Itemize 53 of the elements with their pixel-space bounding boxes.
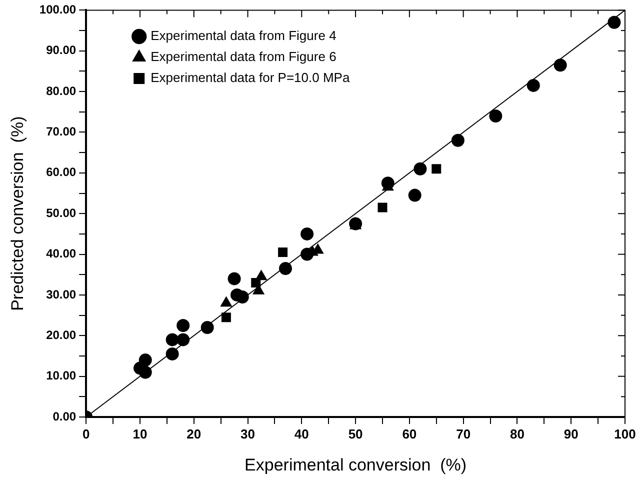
y-tick-label: 60.00 [46, 165, 76, 180]
point [256, 270, 267, 280]
point [608, 16, 621, 29]
point [300, 248, 314, 261]
y-tick-label: 70.00 [46, 124, 76, 139]
y-tick-label: 20.00 [46, 328, 76, 342]
y-tick-label: 80.00 [46, 84, 76, 98]
point [378, 202, 388, 212]
legend-label: Experimental data from Figure 6 [150, 49, 336, 64]
point [138, 366, 152, 379]
point [236, 290, 249, 304]
point [278, 248, 288, 257]
x-tick-label: 20 [186, 426, 202, 442]
point [414, 162, 427, 176]
point [489, 109, 502, 122]
x-tick-label: 60 [402, 426, 417, 442]
y-tick-label: 30.00 [46, 287, 76, 302]
y-tick-label: 50.00 [46, 206, 76, 220]
y-tick-label: 40.00 [46, 246, 76, 261]
x-tick-label: 10 [132, 426, 148, 442]
x-tick-label: 70 [456, 426, 471, 442]
x-tick-label: 0 [82, 426, 90, 442]
point [300, 227, 314, 240]
x-tick-label: 100 [614, 426, 636, 442]
x-tick-label: 50 [348, 426, 363, 442]
y-tick-label: 100.00 [39, 2, 76, 17]
point [176, 333, 190, 346]
point [176, 318, 190, 332]
y-axis-title: Predicted conversion (%) [8, 116, 27, 311]
point [166, 333, 179, 346]
point [278, 262, 292, 276]
point [221, 312, 231, 322]
point [220, 296, 232, 307]
legend-label: Experimental data for P=10.0 MPa [150, 70, 350, 86]
point [526, 78, 540, 92]
point [381, 176, 394, 190]
point [166, 347, 179, 360]
point [138, 354, 152, 367]
x-tick-label: 80 [510, 426, 524, 442]
point [228, 272, 241, 286]
y-tick-label: 0.00 [52, 409, 76, 424]
legend-label: Experimental data from Figure 4 [150, 28, 336, 44]
x-tick-label: 40 [294, 426, 309, 442]
x-axis-title: Experimental conversion (%) [244, 455, 467, 474]
point [408, 188, 422, 202]
point [451, 134, 464, 147]
x-tick-label: 90 [564, 426, 578, 442]
x-tick-label: 30 [240, 426, 256, 442]
y-tick-label: 10.00 [46, 368, 76, 383]
y-tick-label: 90.00 [46, 43, 76, 58]
point [432, 164, 442, 174]
point [554, 58, 567, 72]
point [200, 321, 214, 334]
